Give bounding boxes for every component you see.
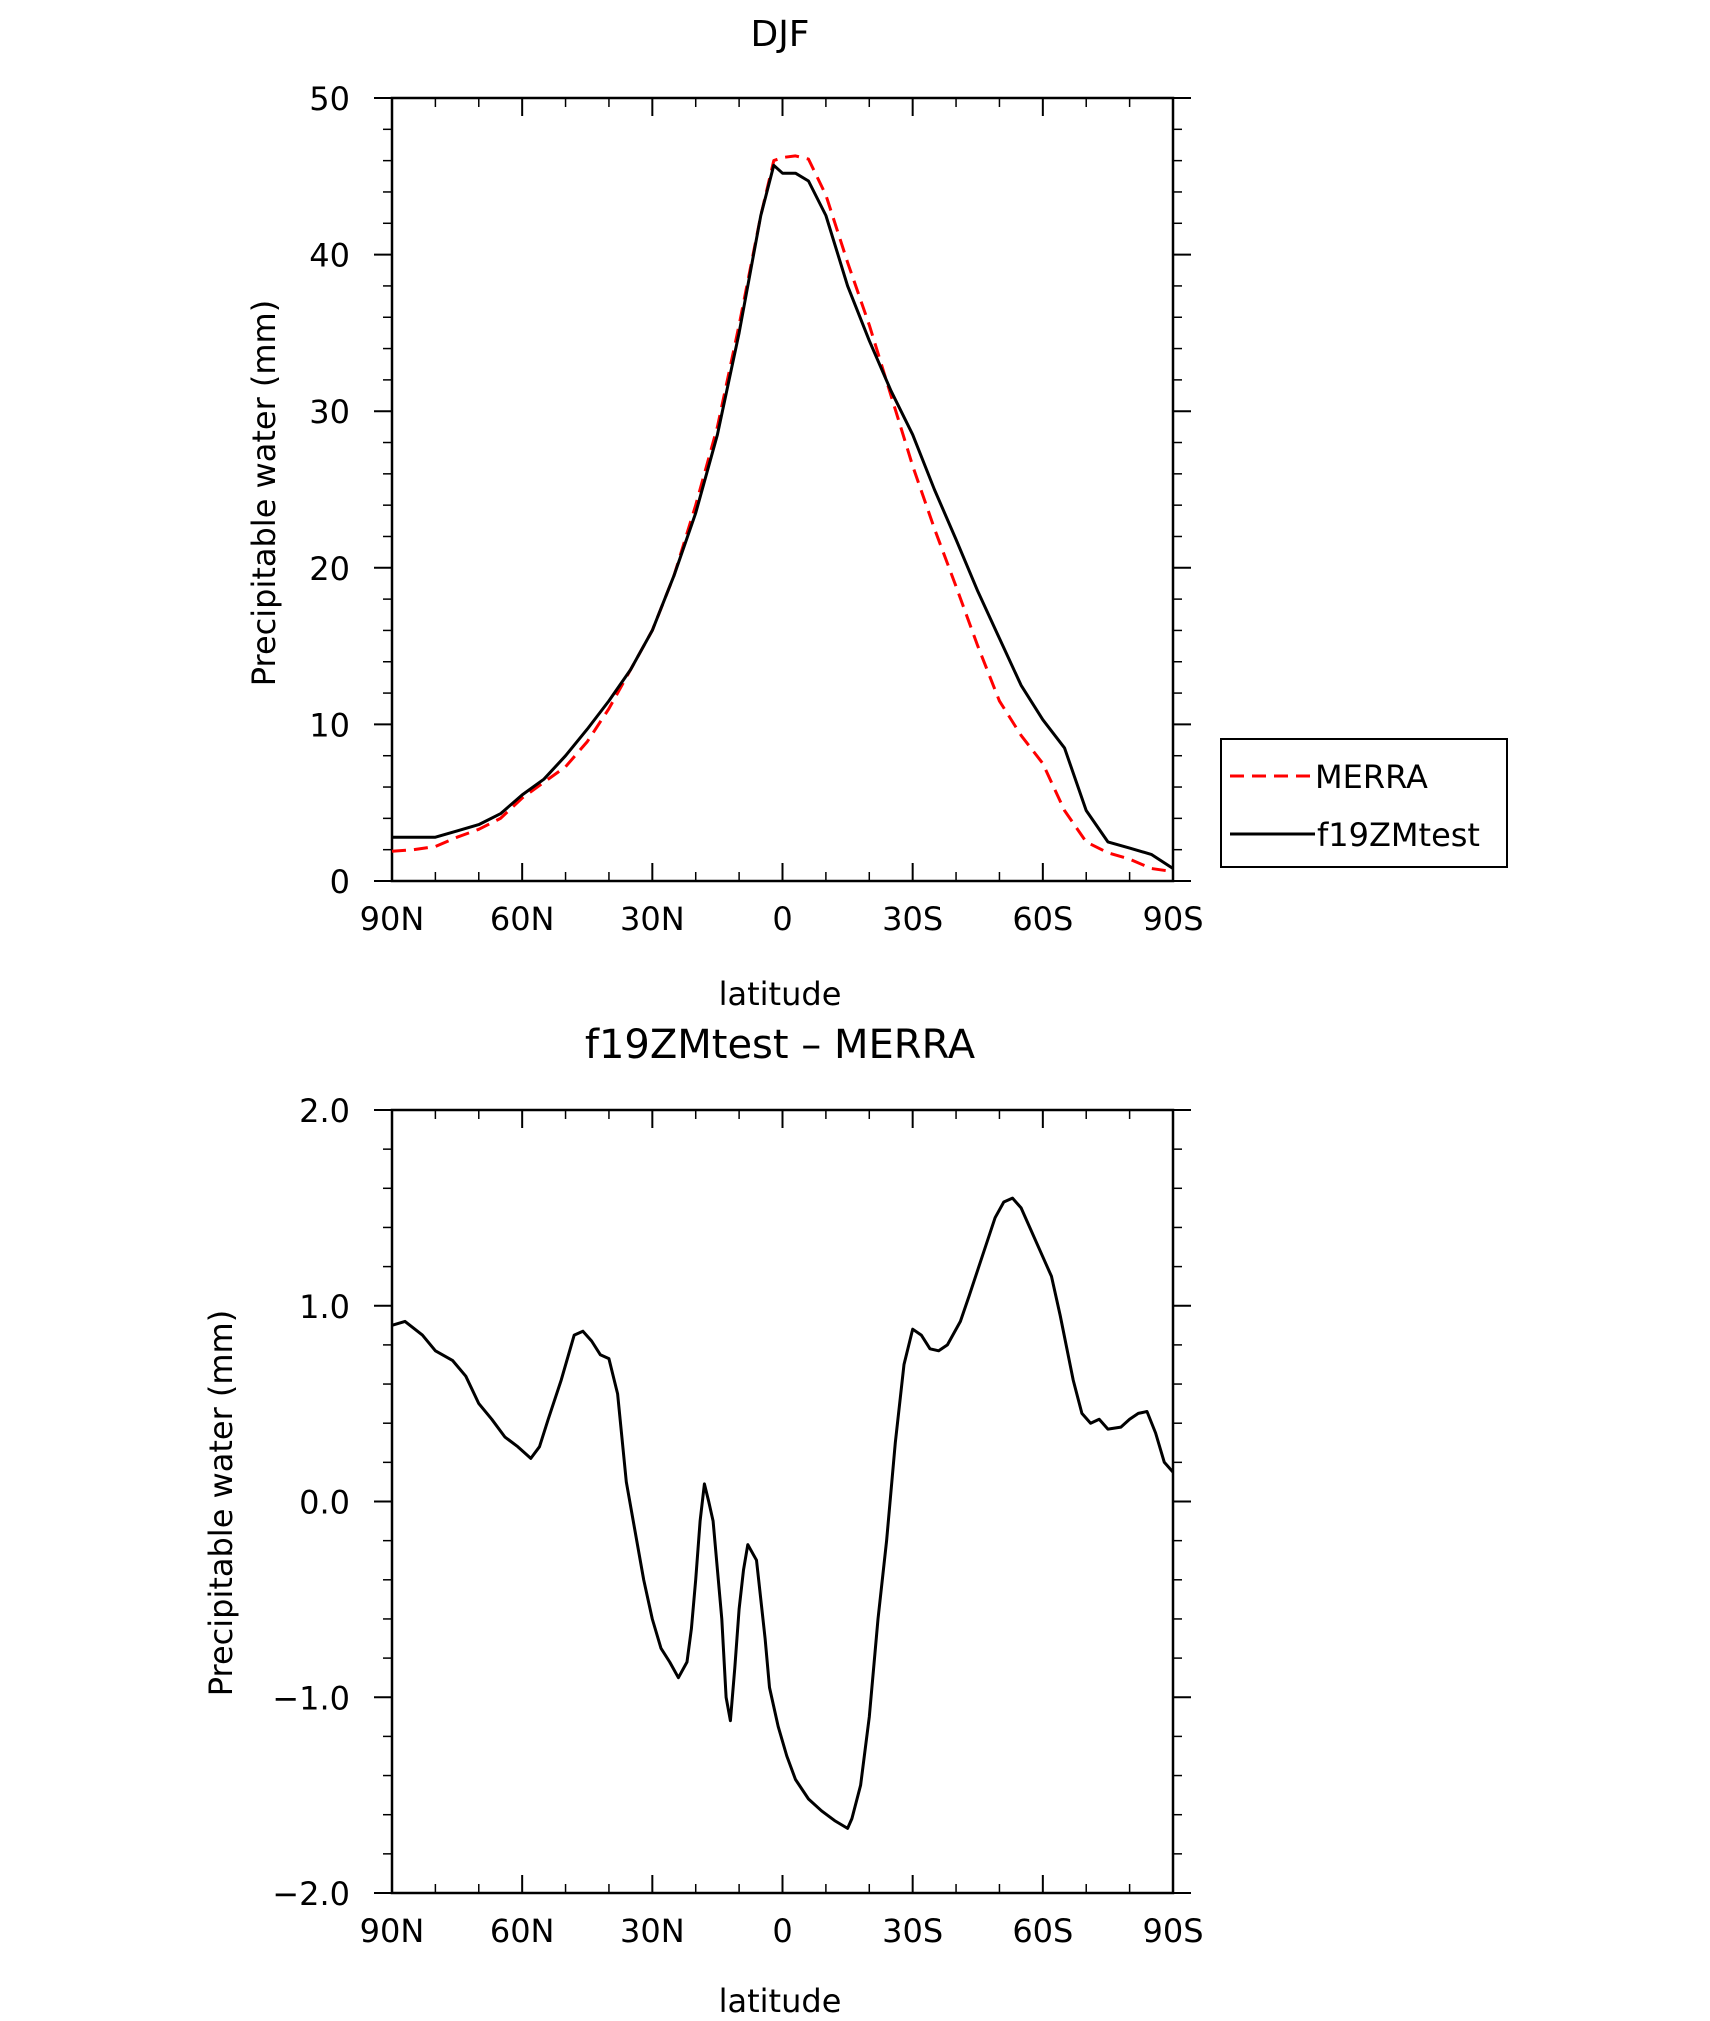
legend-box <box>1220 738 1508 868</box>
top-x-tick-label: 90N <box>360 900 425 938</box>
bottom-x-tick-label: 60N <box>490 1912 555 1950</box>
top-y-tick-label: 30 <box>309 393 350 431</box>
top-y-tick-label: 40 <box>309 237 350 275</box>
bottom-y-tick-label: −1.0 <box>272 1679 350 1717</box>
bottom-chart-y-axis-label: Precipitable water (mm) <box>202 1310 240 1696</box>
top-series-line-f19zmtest <box>392 163 1174 870</box>
top-y-tick-label: 20 <box>309 550 350 588</box>
bottom-x-tick-label: 90N <box>360 1912 425 1950</box>
bottom-chart-panel: f19ZMtest – MERRA Precipitable water (mm… <box>202 1022 1204 2020</box>
bottom-y-tick-label: 2.0 <box>299 1092 350 1130</box>
legend-label-merra: MERRA <box>1315 758 1428 796</box>
bottom-chart-title: f19ZMtest – MERRA <box>585 1022 976 1068</box>
top-chart-x-axis-label: latitude <box>719 975 842 1013</box>
bottom-x-tick-label: 30S <box>882 1912 943 1950</box>
bottom-y-tick-label: 0.0 <box>299 1484 350 1522</box>
top-y-tick-label: 10 <box>309 706 350 744</box>
bottom-chart-x-axis-label: latitude <box>719 1982 842 2020</box>
bottom-x-tick-label: 30N <box>620 1912 685 1950</box>
bottom-series-line-difference <box>391 1196 1175 1830</box>
bottom-y-tick-label: 1.0 <box>299 1288 350 1326</box>
top-plot-frame <box>390 96 1175 883</box>
bottom-plot-frame <box>390 1108 1175 1895</box>
top-x-tick-label: 60N <box>490 900 555 938</box>
top-series-line-merra <box>391 154 1174 874</box>
bottom-x-tick-label: 0 <box>772 1912 792 1950</box>
top-chart-panel: DJF Precipitable water (mm) latitude 90N… <box>245 14 1204 1013</box>
top-y-tick-label: 0 <box>330 863 350 901</box>
bottom-x-tick-label: 90S <box>1142 1912 1203 1950</box>
top-y-tick-label: 50 <box>309 80 350 118</box>
bottom-x-tick-label: 60S <box>1012 1912 1073 1950</box>
top-x-tick-label: 30S <box>882 900 943 938</box>
legend: MERRA f19ZMtest <box>1220 738 1508 868</box>
top-x-tick-label: 90S <box>1142 900 1203 938</box>
legend-label-f19zmtest: f19ZMtest <box>1317 816 1480 854</box>
top-chart-y-axis-label: Precipitable water (mm) <box>245 300 283 686</box>
top-chart-title: DJF <box>750 14 809 55</box>
bottom-y-tick-label: −2.0 <box>272 1875 350 1913</box>
top-x-tick-label: 60S <box>1012 900 1073 938</box>
top-x-tick-label: 0 <box>772 900 792 938</box>
top-x-tick-label: 30N <box>620 900 685 938</box>
